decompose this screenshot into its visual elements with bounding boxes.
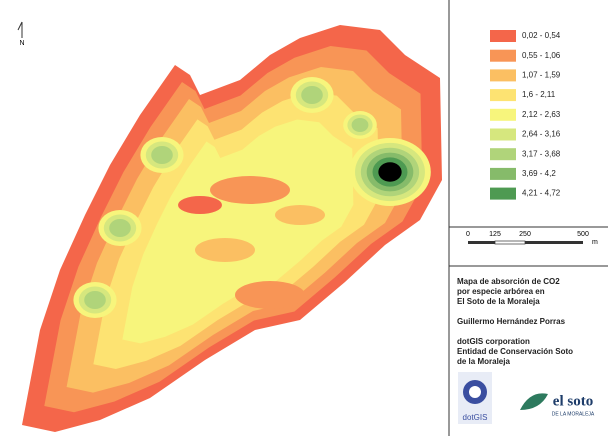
- legend-swatch: [490, 108, 516, 121]
- map-title: El Soto de la Moraleja: [457, 297, 540, 306]
- logo-text: dotGIS: [463, 413, 488, 422]
- legend-swatch: [490, 148, 516, 161]
- legend-label: 3,17 - 3,68: [522, 149, 561, 158]
- legend-label: 2,12 - 2,63: [522, 110, 561, 119]
- author: Guillermo Hernández Porras: [457, 317, 566, 326]
- logo-subtext: DE LA MORALEJA: [552, 411, 595, 417]
- map-hotspot: [301, 86, 323, 104]
- map-hotspot: [351, 118, 369, 132]
- organization: Entidad de Conservación Soto: [457, 347, 573, 356]
- map: [22, 25, 442, 432]
- organization: de la Moraleja: [457, 357, 510, 366]
- legend-label: 0,55 - 1,06: [522, 51, 561, 60]
- organization: dotGIS corporation: [457, 337, 530, 346]
- legend-swatch: [490, 187, 516, 200]
- legend-label: 2,64 - 3,16: [522, 130, 561, 139]
- dotgis-logo: dotGIS: [458, 372, 492, 424]
- north-label: N: [19, 40, 24, 47]
- legend: 0,02 - 0,54 0,55 - 1,06 1,07 - 1,59 1,6 - 2…: [490, 30, 561, 200]
- map-zone: [275, 205, 325, 225]
- legend-swatch: [490, 167, 516, 180]
- soto-logo: el soto DE LA MORALEJA: [520, 393, 595, 417]
- legend-label: 1,6 - 2,11: [522, 90, 556, 99]
- legend-label: 0,02 - 0,54: [522, 31, 561, 40]
- legend-label: 1,07 - 1,59: [522, 71, 561, 80]
- map-zone: [122, 119, 354, 344]
- map-hotspot: [109, 219, 131, 237]
- map-title: por especie arbórea en: [457, 287, 545, 296]
- map-zone: [178, 196, 222, 214]
- legend-swatch: [490, 69, 516, 82]
- map-title: Mapa de absorción de CO2: [457, 277, 560, 286]
- scale-tick-label: 250: [519, 231, 531, 238]
- legend-swatch: [490, 30, 516, 42]
- map-zone: [235, 281, 305, 309]
- scale-unit: m: [592, 239, 598, 246]
- legend-label: 4,21 - 4,72: [522, 189, 561, 198]
- scale-tick-label: 0: [466, 231, 470, 238]
- map-hotspot: [378, 162, 402, 182]
- north-arrow: N: [17, 21, 25, 47]
- legend-swatch: [490, 128, 516, 141]
- legend-swatch: [490, 49, 516, 62]
- map-zone: [195, 238, 255, 262]
- logo-text: el soto: [553, 393, 593, 409]
- scale-tick-label: 125: [489, 231, 501, 238]
- legend-swatch: [490, 89, 516, 102]
- map-zone: [210, 176, 290, 204]
- map-hotspot: [151, 146, 173, 164]
- scale-tick-label: 500: [577, 231, 589, 238]
- legend-label: 3,69 - 4,2: [522, 169, 556, 178]
- map-hotspot: [84, 291, 106, 309]
